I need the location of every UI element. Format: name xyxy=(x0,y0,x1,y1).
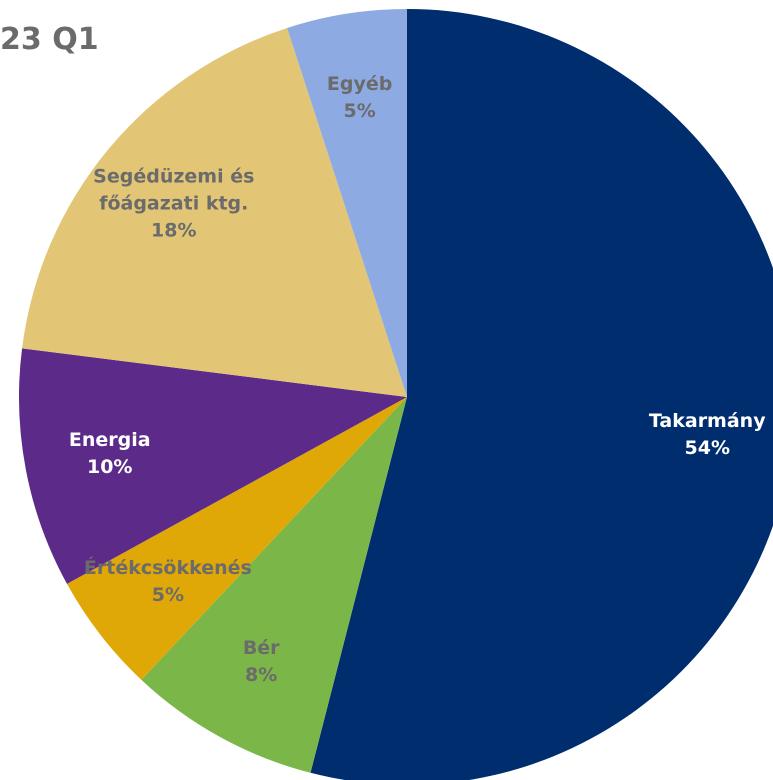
slice-label: Egyéb 5% xyxy=(327,71,392,125)
pie-slice xyxy=(66,397,407,680)
value-label: 10% xyxy=(86,455,133,478)
pie-slice xyxy=(310,9,773,780)
value-label: 5% xyxy=(343,100,376,123)
slice-label: Értékcsökkenés 5% xyxy=(84,555,252,609)
slice-label: Segédüzemi és főágazati ktg. 18% xyxy=(84,164,264,245)
value-label: 18% xyxy=(151,219,197,242)
slice-label: Bér 8% xyxy=(243,635,280,689)
value-label: 54% xyxy=(684,436,730,459)
value-label: 5% xyxy=(151,584,184,607)
category-label: Értékcsökkenés xyxy=(83,557,252,580)
category-label: Takarmány xyxy=(648,409,766,432)
pie-slice xyxy=(22,27,407,397)
pie-slice xyxy=(287,9,407,397)
category-label: Energia xyxy=(68,428,151,451)
slice-label: Energia 10% xyxy=(69,427,151,481)
category-label: Egyéb xyxy=(326,73,393,96)
pie-slice xyxy=(19,348,408,584)
slice-label: Takarmány 54% xyxy=(649,408,766,462)
category-label: Segédüzemi és főágazati ktg. xyxy=(93,165,255,215)
category-label: Bér xyxy=(242,637,280,660)
pie-slice xyxy=(141,397,407,773)
value-label: 8% xyxy=(245,664,278,687)
chart-title: 23 Q1 xyxy=(0,22,99,57)
